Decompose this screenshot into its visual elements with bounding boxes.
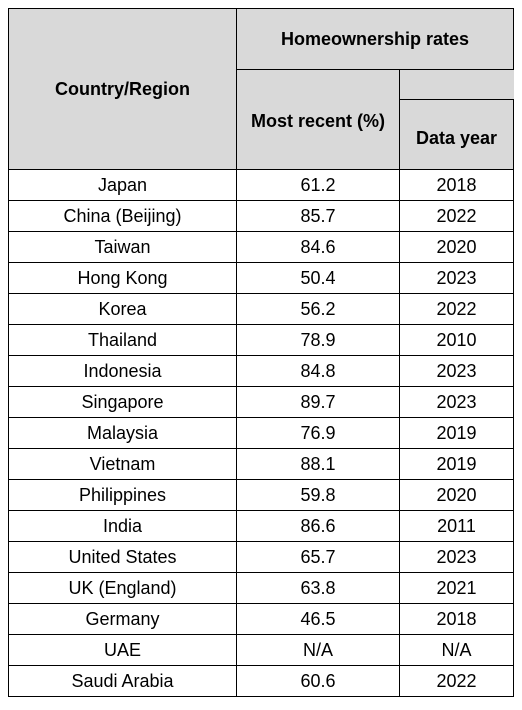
rate-cell: 61.2 — [236, 169, 400, 201]
country-cell: China (Beijing) — [8, 200, 237, 232]
rate-cell: 89.7 — [236, 386, 400, 418]
country-cell: Korea — [8, 293, 237, 325]
year-cell: 2023 — [399, 262, 514, 294]
table-row: Taiwan 84.6 2020 — [8, 231, 514, 263]
table-row: Hong Kong 50.4 2023 — [8, 262, 514, 294]
data-year-header: Data year — [399, 99, 514, 170]
homeownership-table: Country/Region Homeownership rates Most … — [8, 8, 514, 697]
rate-cell: 65.7 — [236, 541, 400, 573]
most-recent-header: Most recent (%) — [236, 69, 400, 170]
rate-cell: 85.7 — [236, 200, 400, 232]
country-cell: Japan — [8, 169, 237, 201]
year-cell: 2019 — [399, 448, 514, 480]
table-row: Singapore 89.7 2023 — [8, 386, 514, 418]
year-cell: 2020 — [399, 231, 514, 263]
country-cell: Philippines — [8, 479, 237, 511]
rate-cell: 84.8 — [236, 355, 400, 387]
table-row: Germany 46.5 2018 — [8, 603, 514, 635]
table-header: Country/Region Homeownership rates Most … — [8, 8, 514, 170]
rate-cell: 88.1 — [236, 448, 400, 480]
year-cell: 2023 — [399, 541, 514, 573]
table-row: Saudi Arabia 60.6 2022 — [8, 665, 514, 697]
rate-cell: 84.6 — [236, 231, 400, 263]
country-cell: Malaysia — [8, 417, 237, 449]
country-cell: Germany — [8, 603, 237, 635]
country-cell: Vietnam — [8, 448, 237, 480]
country-cell: UAE — [8, 634, 237, 666]
rate-cell: 63.8 — [236, 572, 400, 604]
country-cell: Singapore — [8, 386, 237, 418]
country-cell: Saudi Arabia — [8, 665, 237, 697]
year-cell: 2018 — [399, 169, 514, 201]
year-cell: 2020 — [399, 479, 514, 511]
year-cell: 2023 — [399, 386, 514, 418]
rate-cell: 56.2 — [236, 293, 400, 325]
year-cell: 2011 — [399, 510, 514, 542]
table-row: United States 65.7 2023 — [8, 541, 514, 573]
country-cell: Taiwan — [8, 231, 237, 263]
rate-cell: N/A — [236, 634, 400, 666]
rate-cell: 78.9 — [236, 324, 400, 356]
table-row: Korea 56.2 2022 — [8, 293, 514, 325]
year-cell: 2022 — [399, 293, 514, 325]
rate-cell: 60.6 — [236, 665, 400, 697]
year-cell: 2023 — [399, 355, 514, 387]
table-body: Japan 61.2 2018 China (Beijing) 85.7 2022 Taiw… — [8, 169, 514, 697]
year-cell: 2010 — [399, 324, 514, 356]
year-cell: 2022 — [399, 665, 514, 697]
rate-cell: 76.9 — [236, 417, 400, 449]
country-cell: India — [8, 510, 237, 542]
header-spacer — [399, 69, 514, 100]
table-row: Philippines 59.8 2020 — [8, 479, 514, 511]
table-row: Malaysia 76.9 2019 — [8, 417, 514, 449]
table-row: China (Beijing) 85.7 2022 — [8, 200, 514, 232]
rate-cell: 46.5 — [236, 603, 400, 635]
country-region-header: Country/Region — [8, 8, 237, 170]
rate-cell: 50.4 — [236, 262, 400, 294]
country-cell: Thailand — [8, 324, 237, 356]
rate-cell: 59.8 — [236, 479, 400, 511]
table-row: India 86.6 2011 — [8, 510, 514, 542]
year-cell: 2018 — [399, 603, 514, 635]
table-row: UK (England) 63.8 2021 — [8, 572, 514, 604]
table-row: UAE N/A N/A — [8, 634, 514, 666]
country-cell: Indonesia — [8, 355, 237, 387]
year-cell: 2019 — [399, 417, 514, 449]
year-cell: N/A — [399, 634, 514, 666]
table-row: Vietnam 88.1 2019 — [8, 448, 514, 480]
rate-cell: 86.6 — [236, 510, 400, 542]
country-cell: United States — [8, 541, 237, 573]
homeownership-rates-header: Homeownership rates — [236, 8, 514, 70]
table-row: Thailand 78.9 2010 — [8, 324, 514, 356]
country-cell: UK (England) — [8, 572, 237, 604]
table-row: Indonesia 84.8 2023 — [8, 355, 514, 387]
year-cell: 2021 — [399, 572, 514, 604]
country-cell: Hong Kong — [8, 262, 237, 294]
table-row: Japan 61.2 2018 — [8, 169, 514, 201]
year-cell: 2022 — [399, 200, 514, 232]
